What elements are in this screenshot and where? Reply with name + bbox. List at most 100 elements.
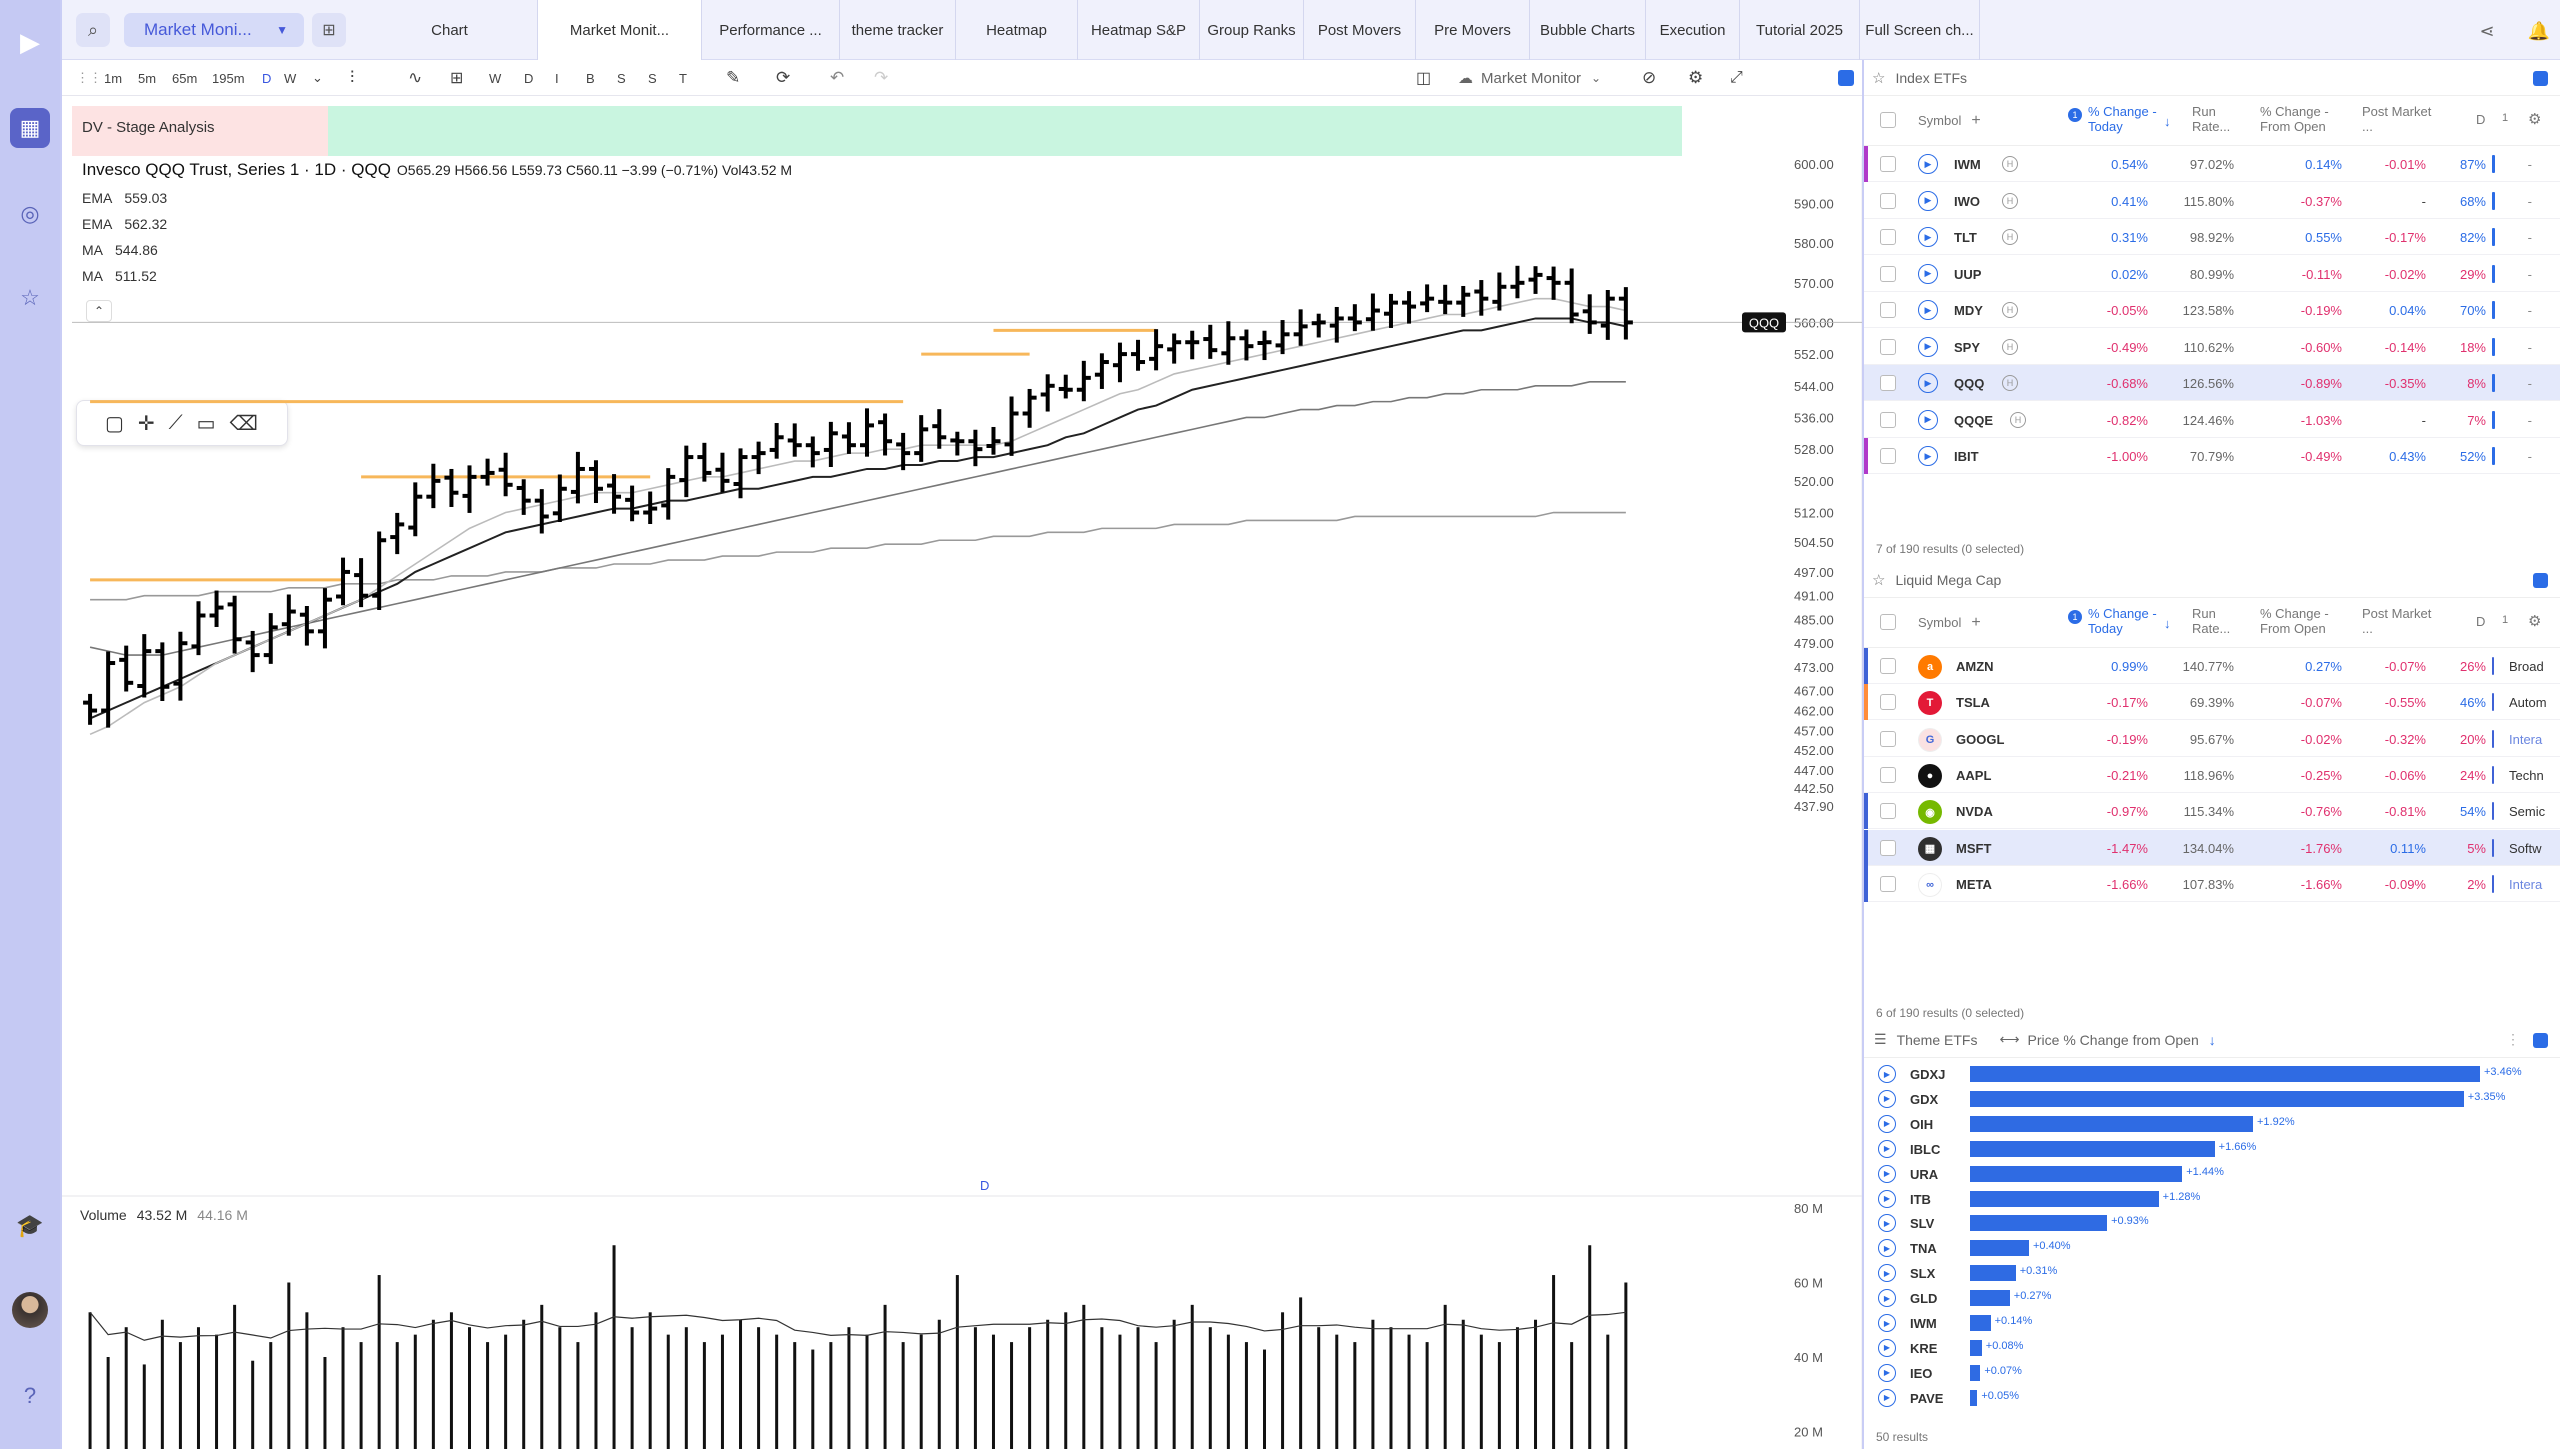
volume-bar[interactable] [395, 1342, 399, 1449]
theme-bar-row[interactable]: ▶ SLX +0.31% [1864, 1261, 2560, 1286]
volume-bar[interactable] [251, 1360, 255, 1449]
row-checkbox[interactable] [1880, 803, 1896, 820]
volume-bar[interactable] [1461, 1319, 1465, 1449]
ohlc-bar[interactable] [209, 590, 224, 627]
undo-icon[interactable]: ↶ [830, 68, 845, 87]
table-row[interactable]: ▶ IWO H 0.41% 115.80% -0.37% - 68% - [1864, 183, 2560, 219]
volume-bar[interactable] [269, 1342, 273, 1449]
row-checkbox[interactable] [1880, 839, 1896, 856]
volume-bar[interactable] [1082, 1304, 1086, 1449]
ohlc-bar[interactable] [823, 421, 838, 467]
ohlc-bar[interactable] [426, 463, 441, 509]
volume-bar[interactable] [504, 1334, 508, 1449]
redo-icon[interactable]: ↷ [874, 68, 889, 87]
tab-group-ranks[interactable]: Group Ranks [1200, 0, 1304, 60]
more-icon[interactable]: ⋮ [2506, 1031, 2520, 1047]
volume-bar[interactable] [305, 1312, 309, 1449]
ohlc-bar[interactable] [444, 468, 459, 507]
theme-bar[interactable] [1970, 1140, 2215, 1157]
ohlc-bar[interactable] [570, 451, 585, 504]
ohlc-bar[interactable] [643, 491, 658, 525]
comment-icon[interactable]: ▭ [196, 412, 216, 435]
post-market-header[interactable]: Post Market ... [2362, 104, 2432, 134]
volume-bar[interactable] [540, 1304, 544, 1449]
sort-icon[interactable]: ↓ [2208, 1031, 2216, 1048]
ohlc-bar[interactable] [1492, 272, 1507, 311]
ohlc-bar[interactable] [354, 558, 369, 608]
volume-bar[interactable] [1317, 1327, 1321, 1449]
ohlc-bar[interactable] [245, 630, 260, 673]
ohlc-bar[interactable] [101, 651, 116, 728]
play-icon[interactable]: ▶ [1878, 1065, 1896, 1083]
symbol-cell[interactable]: IWO [1954, 193, 1980, 209]
play-icon[interactable]: ▶ [1918, 300, 1938, 320]
row-checkbox[interactable] [1880, 156, 1896, 172]
volume-bar[interactable] [359, 1342, 363, 1449]
theme-bar[interactable] [1970, 1066, 2480, 1082]
layout-select[interactable]: ☁ Market Monitor ⌄ [1458, 60, 1601, 96]
change-today-header[interactable]: % Change - Today [2088, 104, 2157, 134]
row-checkbox[interactable] [1880, 658, 1896, 674]
theme-bar-row[interactable]: ▶ ITB +1.28% [1864, 1187, 2560, 1212]
tab-pre-movers[interactable]: Pre Movers [1416, 0, 1530, 60]
ohlc-bar[interactable] [860, 408, 874, 457]
templates-icon[interactable]: ⊞ [450, 70, 464, 87]
symbol-cell[interactable]: QQQE [1954, 412, 1994, 428]
ohlc-bar[interactable] [372, 531, 387, 610]
tab-performance[interactable]: Performance ... [702, 0, 840, 60]
table-row[interactable]: ▶ TLT H 0.31% 98.92% 0.55% -0.17% 82% - [1864, 219, 2560, 255]
ohlc-bar[interactable] [607, 474, 622, 514]
theme-bar[interactable] [1970, 1215, 2108, 1232]
ohlc-bar[interactable] [841, 422, 856, 454]
volume-bar[interactable] [594, 1312, 598, 1449]
volume-bar[interactable] [1028, 1327, 1032, 1449]
volume-bar[interactable] [991, 1334, 995, 1449]
holdings-icon[interactable]: H [2002, 192, 2018, 209]
toolbar-letter-t[interactable]: T [679, 70, 687, 86]
play-icon[interactable]: ▶ [1878, 1139, 1896, 1158]
row-checkbox[interactable] [1880, 766, 1896, 783]
ohlc-bar[interactable] [1257, 330, 1272, 361]
ohlc-bar[interactable] [1311, 313, 1326, 338]
volume-bar[interactable] [1425, 1342, 1429, 1449]
symbol-cell[interactable]: QQQ [1954, 376, 1985, 391]
ohlc-bar[interactable] [1329, 306, 1344, 343]
volume-bar[interactable] [522, 1319, 526, 1449]
ohlc-bar[interactable] [1600, 289, 1615, 340]
theme-bar-row[interactable]: ▶ GDX +3.35% [1864, 1087, 2560, 1112]
play-icon[interactable]: ▶ [1878, 1239, 1896, 1258]
ohlc-bar[interactable] [1040, 374, 1055, 412]
ohlc-bar[interactable] [191, 601, 206, 656]
table-row[interactable]: ◉ NVDA -0.97% 115.34% -0.76% -0.81% 54% Semic [1864, 793, 2560, 830]
play-icon[interactable]: ▶ [1918, 154, 1938, 174]
interval-w[interactable]: W [284, 70, 297, 86]
holdings-icon[interactable]: H [2002, 302, 2018, 318]
search-icon[interactable]: ⌕ [76, 13, 110, 47]
row-checkbox[interactable] [1880, 375, 1896, 391]
ohlc-bar[interactable] [805, 436, 820, 468]
play-icon[interactable]: ▶ [1918, 263, 1938, 284]
d-header[interactable]: D [2476, 112, 2486, 127]
table-row[interactable]: ▶ SPY H -0.49% 110.62% -0.60% -0.14% 18% - [1864, 329, 2560, 365]
settings-icon[interactable]: ⚙ [1688, 68, 1704, 87]
ema-slow-line[interactable] [89, 317, 1627, 720]
table-row[interactable]: ▶ MDY H -0.05% 123.58% -0.19% 0.04% 70% - [1864, 292, 2560, 328]
legend-indicator-row[interactable]: EMA 559.03 [82, 190, 792, 206]
bell-icon[interactable]: 🔔 [2527, 20, 2551, 41]
table-row[interactable]: ▶ UUP 0.02% 80.99% -0.11% -0.02% 29% - [1864, 256, 2560, 292]
play-icon[interactable]: ▶ [1878, 1264, 1896, 1283]
ohlc-bar[interactable] [516, 479, 531, 515]
volume-bar[interactable] [1263, 1349, 1266, 1449]
ema-fast-line[interactable] [89, 297, 1627, 736]
tab-heatmap[interactable]: Heatmap [956, 0, 1078, 60]
play-icon[interactable]: ▶ [1918, 336, 1938, 357]
volume-bar[interactable] [1570, 1342, 1574, 1449]
theme-symbol[interactable]: GLD [1910, 1291, 1938, 1307]
symbol-cell[interactable]: IWM [1954, 157, 1981, 172]
play-icon[interactable]: ▶ [1878, 1388, 1896, 1407]
volume-bar[interactable] [883, 1304, 887, 1449]
theme-symbol[interactable]: PAVE [1910, 1390, 1944, 1406]
play-icon[interactable]: ▶ [1918, 409, 1938, 430]
volume-bar[interactable] [196, 1327, 200, 1449]
toolbar-letter-i[interactable]: I [555, 70, 559, 86]
